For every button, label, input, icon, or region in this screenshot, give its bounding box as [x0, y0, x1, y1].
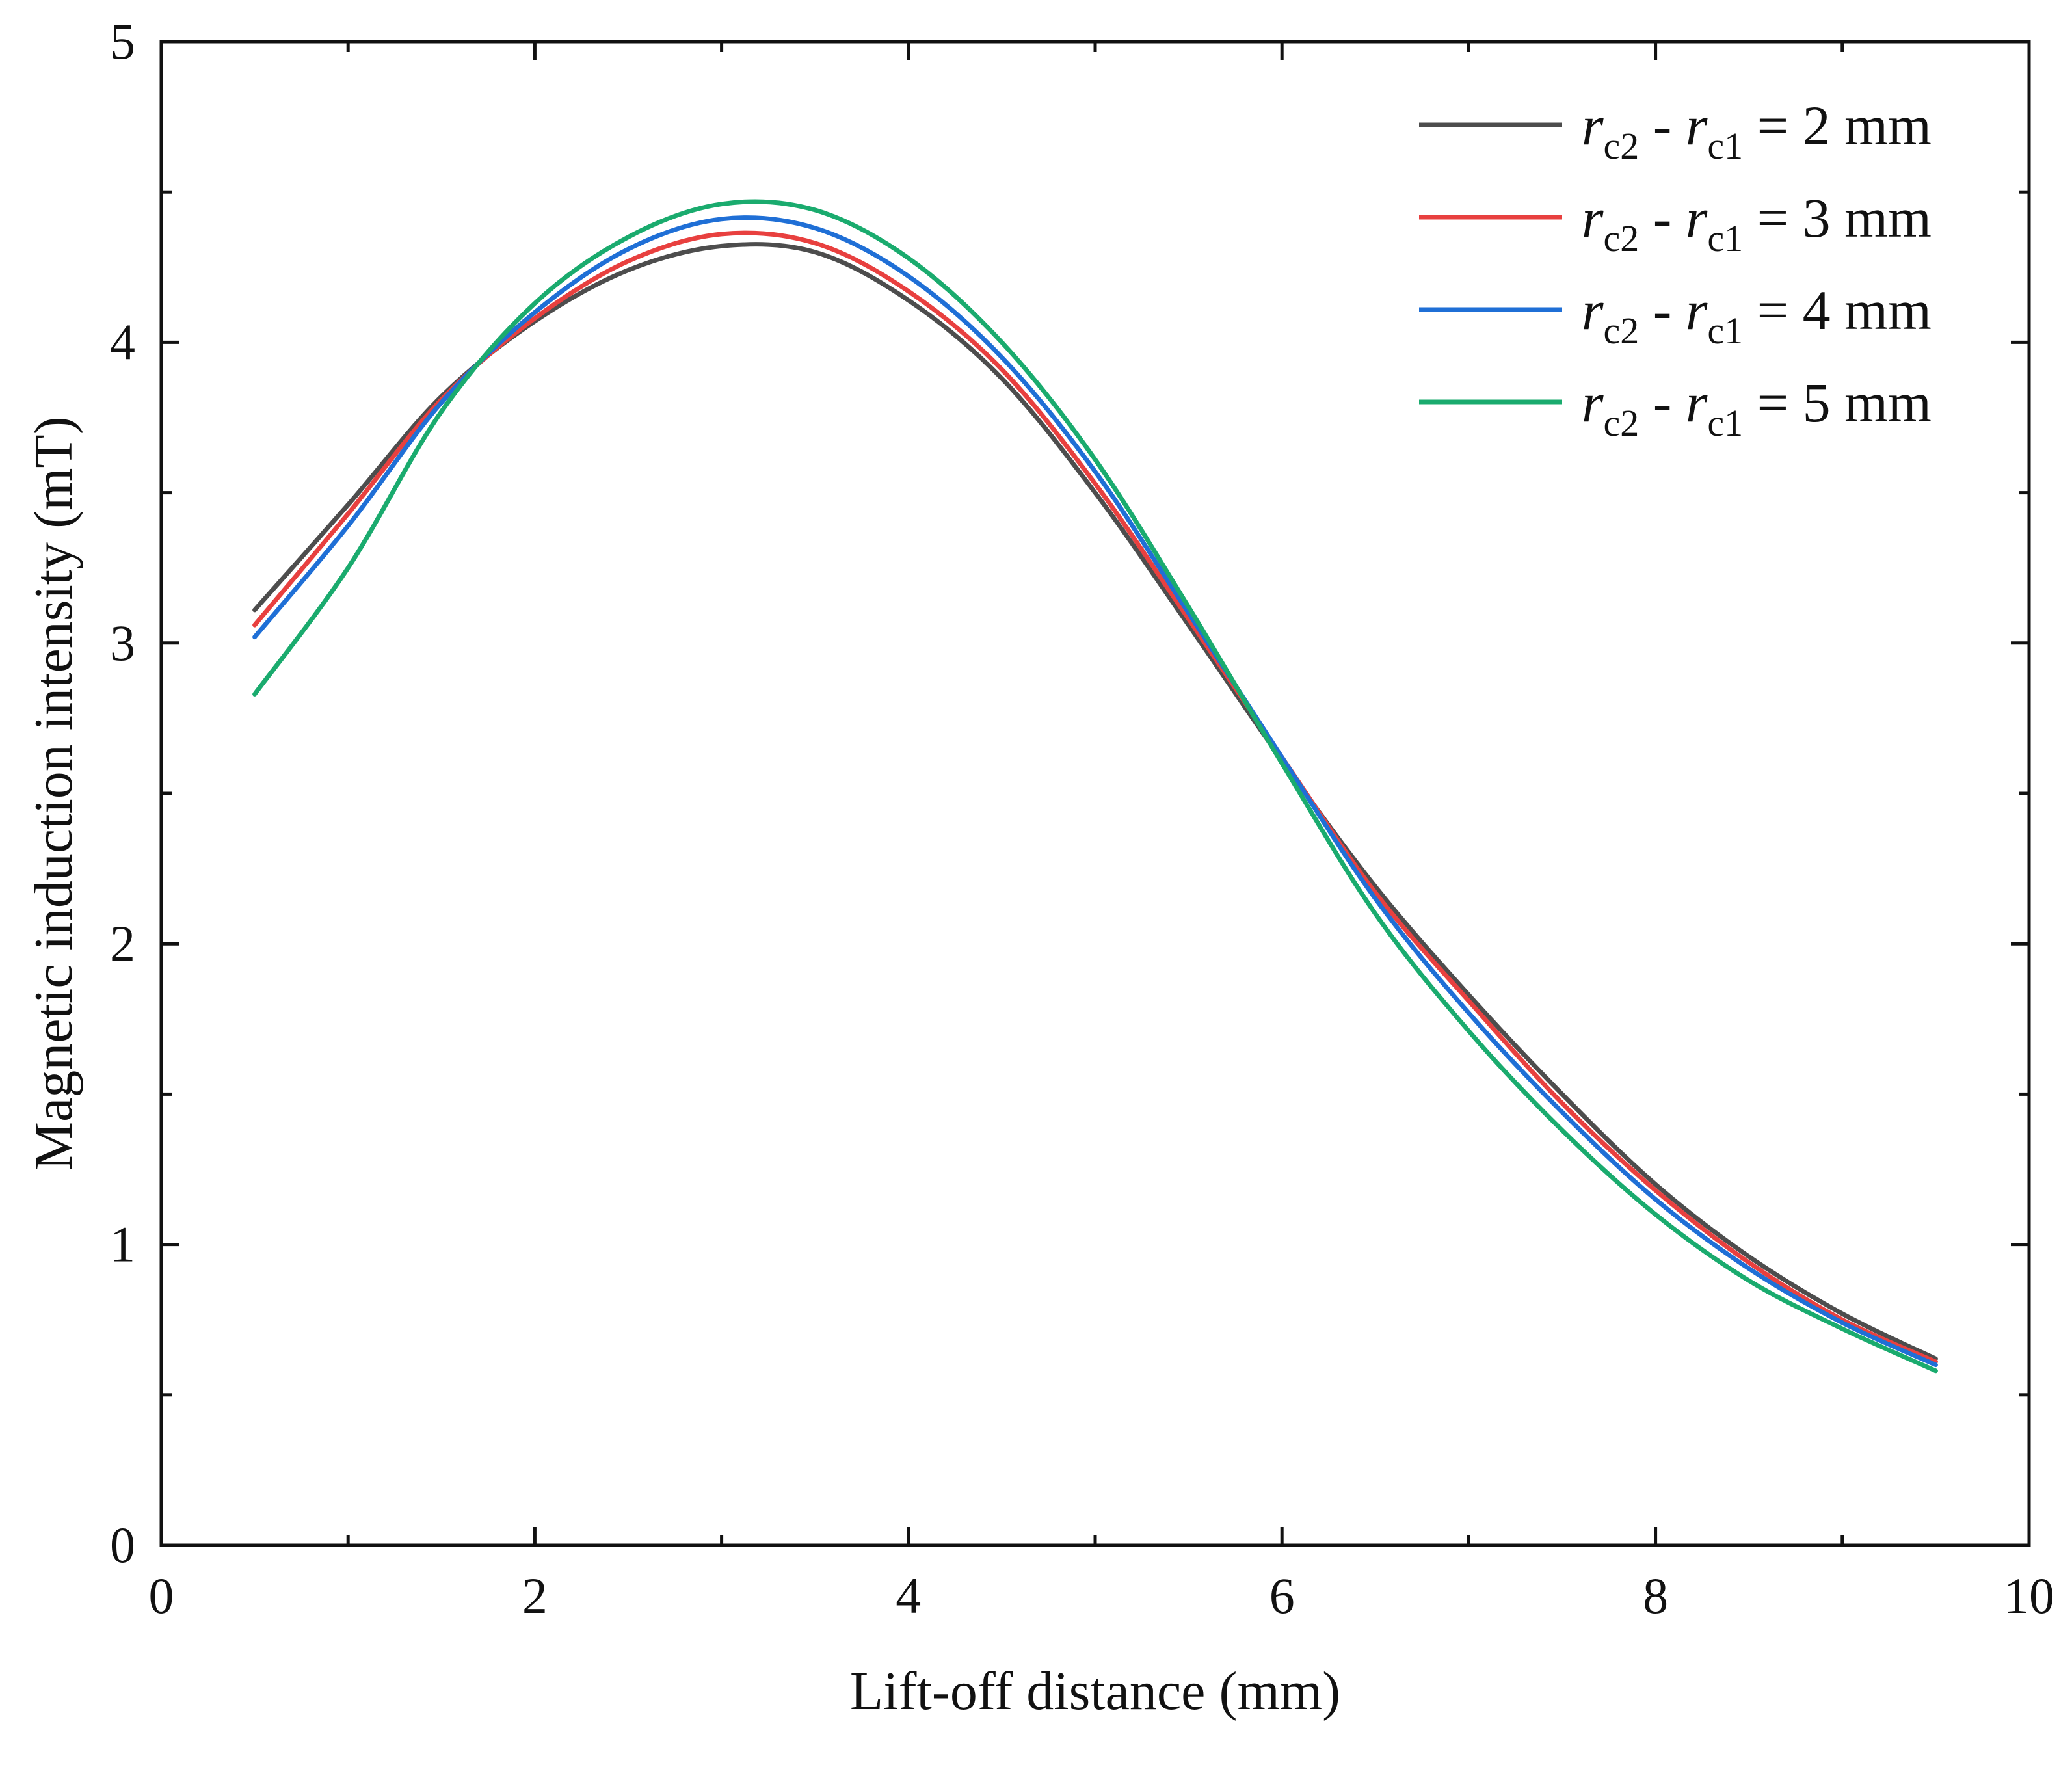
x-tick-label: 0: [149, 1567, 174, 1624]
series-line-3: [252, 215, 1938, 1368]
legend-text-part: -: [1639, 279, 1686, 341]
legend-label-1: rc2 - rc1 = 2 mm: [1582, 94, 1932, 167]
series-line-2: [252, 230, 1938, 1364]
legend-text-part: r: [1582, 187, 1604, 249]
series-layer: [252, 199, 1938, 1374]
legend-label-3: rc2 - rc1 = 4 mm: [1582, 279, 1932, 352]
legend-text-part: c2: [1603, 217, 1639, 259]
legend-text-part: r: [1582, 371, 1604, 434]
legend-text-part: c2: [1603, 310, 1639, 352]
y-tick-label: 3: [110, 615, 135, 671]
legend-text-part: c2: [1603, 402, 1639, 444]
legend-text-part: r: [1686, 371, 1708, 434]
legend-text-part: -: [1639, 94, 1686, 157]
y-tick-label: 1: [110, 1216, 135, 1273]
x-tick-label: 10: [2004, 1567, 2054, 1624]
legend-text-part: r: [1686, 187, 1708, 249]
x-tick-label: 6: [1269, 1567, 1295, 1624]
legend-text-part: r: [1686, 279, 1708, 341]
series-line-1: [252, 242, 1938, 1361]
plot-frame: [159, 40, 2031, 1547]
y-tick-label: 2: [110, 915, 135, 972]
x-axis-title: Lift-off distance (mm): [850, 1661, 1340, 1721]
legend-text-part: c1: [1707, 310, 1743, 352]
legend-text-part: r: [1686, 94, 1708, 157]
x-tick-label: 2: [522, 1567, 548, 1624]
y-tick-label: 5: [110, 13, 135, 70]
legend-text-part: = 4 mm: [1743, 279, 1932, 341]
y-tick-label: 4: [110, 313, 135, 370]
x-tick-label: 8: [1643, 1567, 1668, 1624]
legend-text-part: = 3 mm: [1743, 187, 1932, 249]
series-line-4: [252, 199, 1938, 1374]
legend-text-part: r: [1582, 94, 1604, 157]
y-axis-title: Magnetic induction intensity (mT): [23, 416, 84, 1170]
legend-text-part: = 5 mm: [1743, 371, 1932, 434]
legend-text-part: c1: [1707, 125, 1743, 167]
legend-label-4: rc2 - rc1 = 5 mm: [1582, 371, 1932, 444]
legend-text-part: c1: [1707, 217, 1743, 259]
legend-text-part: -: [1639, 371, 1686, 434]
legend-text-part: c2: [1603, 125, 1639, 167]
y-tick-label: 0: [110, 1517, 135, 1573]
legend-label-2: rc2 - rc1 = 3 mm: [1582, 187, 1932, 259]
legend-text-part: -: [1639, 187, 1686, 249]
legend-text-part: c1: [1707, 402, 1743, 444]
legend-text-part: r: [1582, 279, 1604, 341]
legend-text-part: = 2 mm: [1743, 94, 1932, 157]
ticks-layer: 0 2 4 6 8 10 0 1 2 3 4 5: [110, 13, 2054, 1624]
x-tick-label: 4: [896, 1567, 921, 1624]
